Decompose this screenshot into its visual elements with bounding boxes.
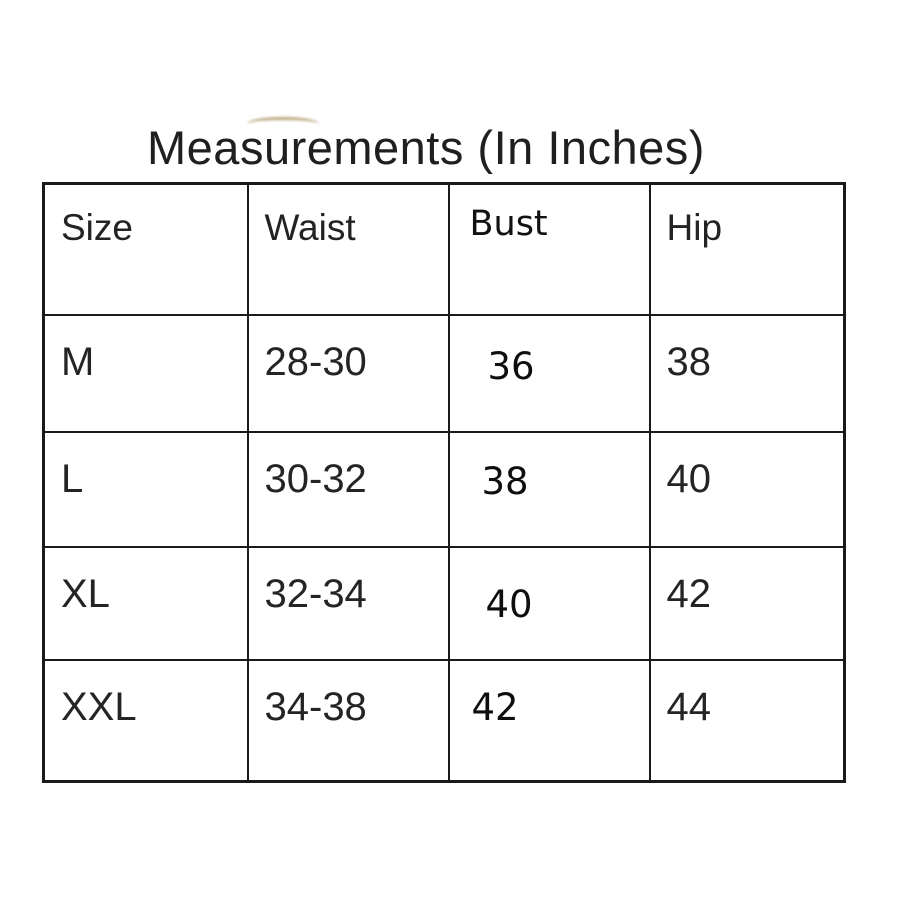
table-row: M 28-30 36 38 [42,313,846,433]
bust-value: 40 [485,582,533,626]
bust-value: 42 [471,685,519,729]
waist-cell: 32-34 [246,545,450,661]
bust-value: 38 [481,459,529,503]
size-cell: L [42,430,249,548]
header-row: Size Waist Bust Hip [42,182,846,316]
column-header-waist: Waist [246,182,450,316]
bust-cell: 42 [447,658,651,783]
size-cell: M [42,313,249,433]
column-header-bust: Bust [447,182,651,316]
table-row: XXL 34-38 42 44 [42,658,846,783]
column-header-bust-label: Bust [469,204,548,244]
bust-value: 36 [487,344,535,388]
waist-cell: 30-32 [246,430,450,548]
size-cell: XXL [42,658,249,783]
hip-cell: 44 [648,658,846,783]
bust-cell: 36 [447,313,651,433]
waist-cell: 34-38 [246,658,450,783]
hip-cell: 42 [648,545,846,661]
stain-mark [247,117,319,131]
table-row: L 30-32 38 40 [42,430,846,548]
column-header-size: Size [42,182,249,316]
hip-cell: 38 [648,313,846,433]
waist-cell: 28-30 [246,313,450,433]
column-header-hip: Hip [648,182,846,316]
size-cell: XL [42,545,249,661]
size-chart-table: Size Waist Bust Hip M 28-30 36 38 L 30-3… [42,182,846,783]
bust-cell: 40 [447,545,651,661]
hip-cell: 40 [648,430,846,548]
page-title: Measurements (In Inches) [147,121,705,174]
bust-cell: 38 [447,430,651,548]
table-row: XL 32-34 40 42 [42,545,846,661]
